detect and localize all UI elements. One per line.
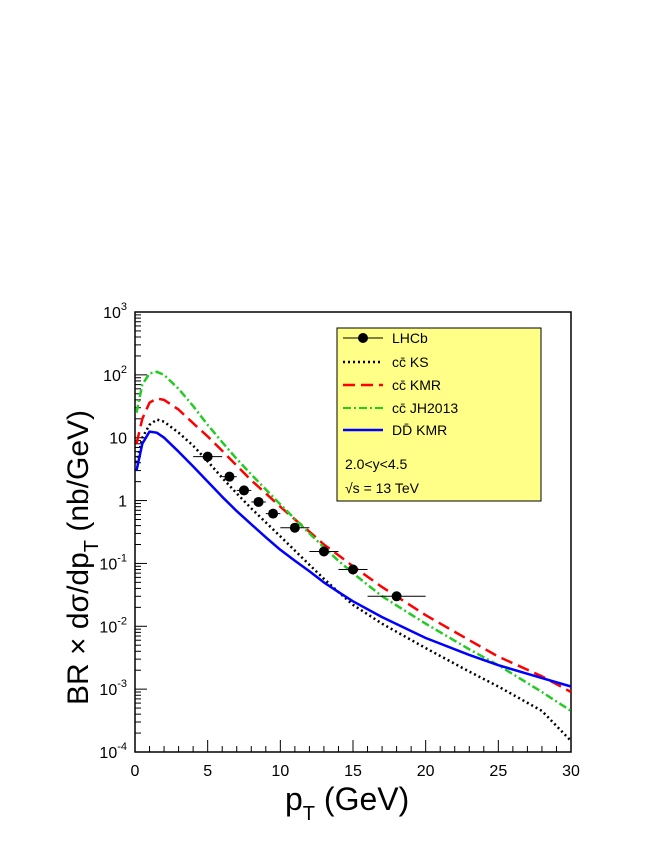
legend-label-cc-ks: cc̄ KS <box>392 354 429 370</box>
legend-entry-cc-kmr: cc̄ KMR <box>343 377 441 393</box>
x-tick-label: 10 <box>271 763 289 780</box>
x-axis-title: pT (GeV) <box>285 781 409 825</box>
series-curves <box>135 370 572 742</box>
legend-energy: √s = 13 TeV <box>345 480 420 496</box>
y-tick-label: 1 <box>118 494 127 511</box>
y-tick-label: 103 <box>103 301 127 322</box>
data-point <box>391 591 402 602</box>
series-line-3 <box>135 430 572 688</box>
y-tick-labels: 10-4 10-3 10-2 10-1 1 10 102 103 <box>99 301 127 762</box>
x-tick-label: 30 <box>562 763 580 780</box>
series-line-1 <box>135 397 572 694</box>
x-tick-label: 20 <box>417 763 435 780</box>
legend-label-cc-kmr: cc̄ KMR <box>392 377 441 393</box>
legend-rapidity-range: 2.0<y<4.5 <box>345 456 407 472</box>
x-tick-labels: 0 5 10 15 20 25 30 <box>131 763 580 780</box>
lhcb-data-points <box>193 451 426 602</box>
y-axis-title: BR × dσ/dpT (nb/GeV) <box>62 410 103 705</box>
data-point <box>268 508 279 519</box>
data-point <box>202 451 213 462</box>
legend-label-cc-jh2013: cc̄ JH2013 <box>392 400 458 416</box>
x-tick-label: 15 <box>344 763 362 780</box>
legend-label-dd-kmr: DD̄ KMR <box>392 422 447 438</box>
y-tick-label: 10-3 <box>99 678 127 699</box>
axis-ticks <box>134 311 572 753</box>
y-tick-label: 10-4 <box>99 741 127 762</box>
legend-entry-lhcb: LHCb <box>343 330 428 346</box>
y-tick-label: 10-1 <box>99 552 127 573</box>
data-point <box>348 564 358 575</box>
y-tick-label: 10-2 <box>99 615 127 636</box>
legend-entry-dd-kmr: DD̄ KMR <box>343 422 447 438</box>
legend-marker-lhcb <box>358 333 368 343</box>
legend-entry-cc-ks: cc̄ KS <box>343 354 429 370</box>
legend-label-lhcb: LHCb <box>392 330 428 346</box>
legend-box <box>336 327 542 502</box>
data-point <box>253 496 264 507</box>
legend: LHCb cc̄ KS cc̄ KMR cc̄ JH2013 DD̄ KMR 2… <box>336 327 542 502</box>
x-tick-label: 5 <box>203 763 212 780</box>
series-line-0 <box>135 418 572 742</box>
data-point <box>318 546 329 557</box>
x-tick-label: 25 <box>489 763 507 780</box>
series-line-2 <box>135 370 572 712</box>
data-point <box>224 471 235 482</box>
y-tick-label: 10 <box>109 431 127 448</box>
data-point <box>289 522 300 533</box>
data-point <box>239 485 249 496</box>
y-tick-label: 102 <box>103 364 127 385</box>
legend-entry-cc-jh2013: cc̄ JH2013 <box>343 400 458 416</box>
x-tick-label: 0 <box>131 763 140 780</box>
